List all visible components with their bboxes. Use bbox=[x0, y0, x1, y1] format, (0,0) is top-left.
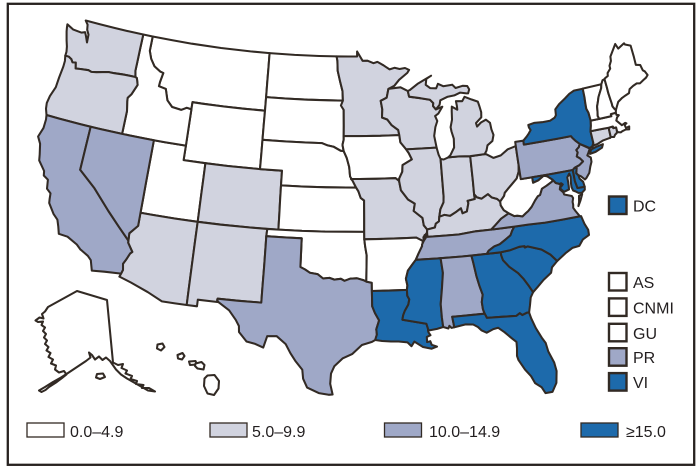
svg-text:5.0–9.9: 5.0–9.9 bbox=[252, 424, 305, 441]
svg-text:AS: AS bbox=[633, 275, 654, 292]
svg-text:PR: PR bbox=[633, 350, 655, 367]
svg-text:GU: GU bbox=[633, 326, 657, 343]
svg-text:10.0–14.9: 10.0–14.9 bbox=[429, 424, 500, 441]
svg-text:DC: DC bbox=[633, 199, 656, 216]
svg-text:≥15.0: ≥15.0 bbox=[626, 424, 666, 441]
svg-text:VI: VI bbox=[633, 375, 648, 392]
svg-text:CNMI: CNMI bbox=[633, 300, 674, 317]
svg-text:0.0–4.9: 0.0–4.9 bbox=[70, 424, 123, 441]
